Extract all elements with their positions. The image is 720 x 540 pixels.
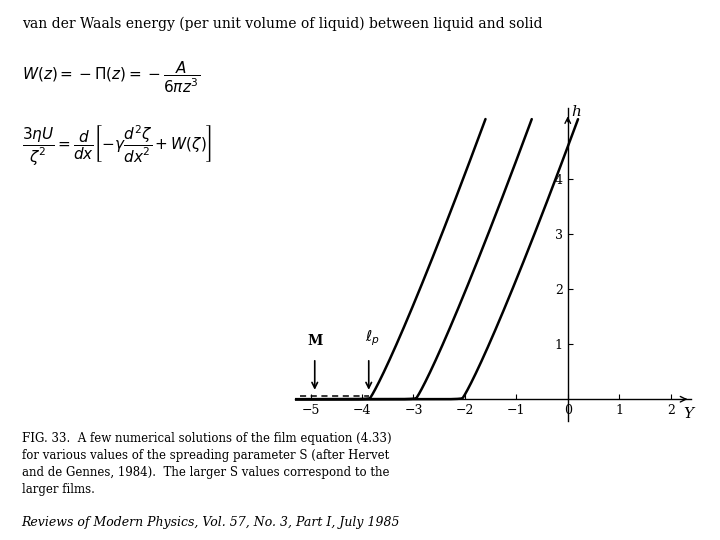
Text: Y: Y	[683, 408, 693, 421]
Text: FIG. 33.  A few numerical solutions of the film equation (4.33)
for various valu: FIG. 33. A few numerical solutions of th…	[22, 432, 391, 496]
Text: $\dfrac{3\eta U}{\zeta^{2}}=\dfrac{d}{dx}\left[-\gamma\dfrac{d^{2}\zeta}{dx^{2}}: $\dfrac{3\eta U}{\zeta^{2}}=\dfrac{d}{dx…	[22, 124, 212, 168]
Text: $W(z)=-\Pi(z)=-\dfrac{A}{6\pi z^{3}}$: $W(z)=-\Pi(z)=-\dfrac{A}{6\pi z^{3}}$	[22, 59, 199, 95]
Text: Reviews of Modern Physics, Vol. 57, No. 3, Part I, July 1985: Reviews of Modern Physics, Vol. 57, No. …	[22, 516, 400, 529]
Text: h: h	[571, 105, 581, 119]
Text: van der Waals energy (per unit volume of liquid) between liquid and solid: van der Waals energy (per unit volume of…	[22, 16, 542, 31]
Text: M: M	[307, 334, 323, 348]
Text: $\ell_p$: $\ell_p$	[366, 328, 380, 348]
